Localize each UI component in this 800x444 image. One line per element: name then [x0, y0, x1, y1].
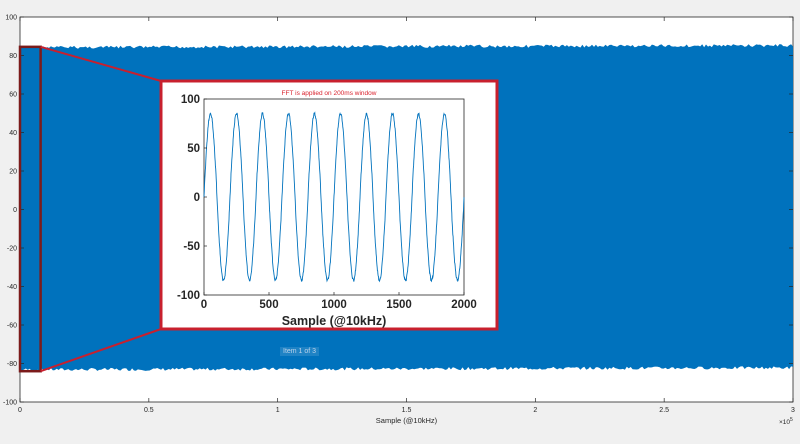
inset-panel: FFT is applied on 200ms window -100 -50 0 5… [159, 79, 499, 331]
main-y-tick-label: 20 [9, 169, 17, 176]
main-y-tick-label: 80 [9, 53, 17, 60]
main-x-exponent: ×105 [779, 417, 793, 426]
inset-x-axis-label: Sample (@10kHz) [282, 314, 387, 328]
main-x-tick-label: 0 [18, 407, 22, 414]
inset-x-tick-label: 1000 [321, 299, 347, 311]
zoom-connector-top [40, 45, 162, 82]
zoom-connector-bottom [40, 328, 162, 373]
overlay-label: Item 1 of 3 [280, 347, 320, 356]
main-y-tick-label: -60 [7, 323, 17, 330]
main-x-tick-label: 1 [276, 407, 280, 414]
main-y-tick-label: -100 [3, 400, 17, 407]
inset-y-tick-label: -100 [177, 290, 200, 302]
main-x-tick-label: 2.5 [659, 407, 669, 414]
inset-y-ticks: -100 -50 0 50 100 [177, 94, 207, 302]
main-y-ticks: -100 -80 -60 -40 -20 0 20 40 60 80 100 [3, 15, 793, 407]
main-y-tick-label: -80 [7, 361, 17, 368]
inset-y-tick-label: 0 [194, 192, 200, 204]
main-y-tick-label: 40 [9, 130, 17, 137]
inset-y-tick-label: -50 [183, 241, 200, 253]
main-x-tick-label: 2 [533, 407, 537, 414]
inset-signal-line [203, 111, 465, 283]
main-x-exponent-base: ×10 [779, 419, 790, 426]
inset-x-tick-label: 2000 [451, 299, 477, 311]
main-x-tick-label: 3 [791, 407, 795, 414]
inset-title: FFT is applied on 200ms window [282, 90, 377, 97]
main-x-ticks: 0 0.5 1 1.5 2 2.5 3 [18, 17, 795, 414]
highlight-window [18, 45, 42, 373]
inset-x-ticks: 0 500 1000 1500 2000 [201, 292, 477, 311]
main-x-axis-label: Sample (@10kHz) [376, 416, 438, 425]
main-y-tick-label: 100 [5, 15, 17, 22]
main-y-tick-label: -20 [7, 246, 17, 253]
inset-x-tick-label: 1500 [386, 299, 412, 311]
inset-y-tick-label: 100 [181, 94, 200, 106]
main-x-exponent-power: 5 [790, 417, 793, 423]
main-y-tick-label: -40 [7, 284, 17, 291]
inset-x-tick-label: 500 [259, 299, 278, 311]
inset-x-tick-label: 0 [201, 299, 207, 311]
main-y-tick-label: 0 [13, 207, 17, 214]
main-x-tick-label: 0.5 [144, 407, 154, 414]
main-x-tick-label: 1.5 [402, 407, 412, 414]
main-y-tick-label: 60 [9, 92, 17, 99]
inset-y-tick-label: 50 [187, 143, 200, 155]
